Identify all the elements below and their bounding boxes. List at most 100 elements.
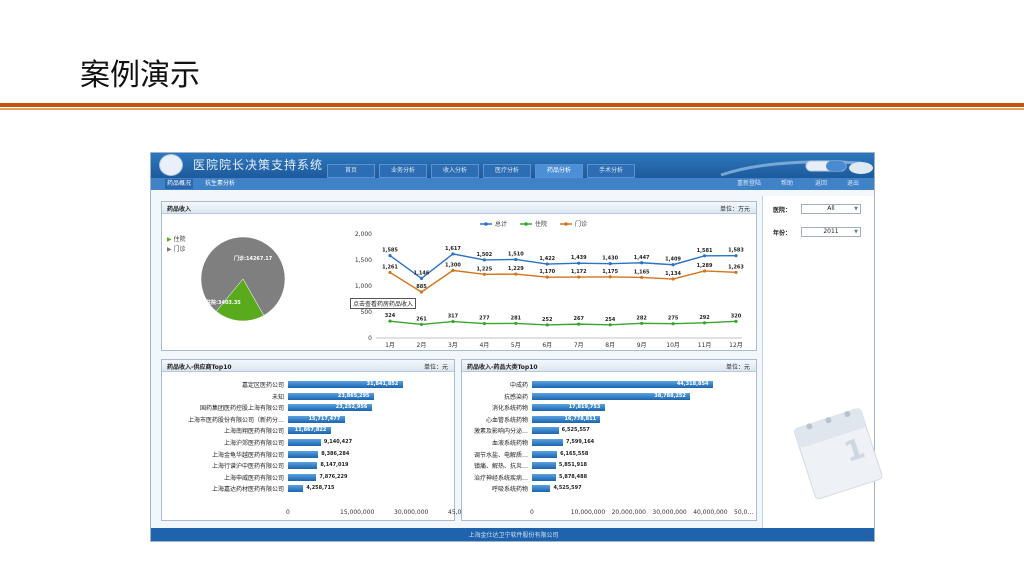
data-point[interactable] <box>734 254 738 258</box>
legend-label-2[interactable]: 门诊 <box>575 220 587 228</box>
back-link[interactable]: 返回 <box>815 180 828 187</box>
legend-marker-1 <box>524 222 528 226</box>
data-point[interactable] <box>514 272 518 276</box>
data-point[interactable] <box>734 270 738 274</box>
x-tick-label: 30,000,000 <box>394 509 429 516</box>
data-point[interactable] <box>388 319 392 323</box>
series-line-1[interactable] <box>389 320 737 326</box>
bar[interactable] <box>532 473 556 481</box>
help-link[interactable]: 帮助 <box>781 180 794 187</box>
pie-legend-inpatient[interactable]: ▶ 住院 <box>167 236 186 243</box>
bar[interactable] <box>532 450 558 458</box>
monthly-income-line-chart[interactable]: 0 500 1,000 1,500 2,000 1月 2月 3月 4月 5月 6月 7月 8月 9月 10月… <box>338 216 750 350</box>
nav-tab-4[interactable]: 药品分析 <box>535 164 583 178</box>
bar[interactable] <box>288 473 317 481</box>
data-point[interactable] <box>640 275 644 280</box>
series-line-0[interactable] <box>389 253 737 280</box>
series-line-2[interactable] <box>389 269 737 293</box>
hospital-select[interactable]: All ▼ <box>801 204 861 214</box>
pie-label-outpatient: 门诊:14267.17 <box>234 256 273 262</box>
data-point[interactable] <box>514 257 518 262</box>
bar[interactable] <box>288 427 331 435</box>
bar[interactable] <box>532 404 605 412</box>
data-point[interactable] <box>734 319 738 323</box>
bar[interactable] <box>288 392 374 400</box>
data-point[interactable] <box>577 261 581 265</box>
subtab-drug-overview[interactable]: 药品概况 <box>165 179 194 189</box>
data-label: 1,165 <box>634 269 650 275</box>
bar[interactable] <box>532 392 691 400</box>
data-point[interactable] <box>608 275 612 279</box>
x-tick-label: 7月 <box>574 342 584 349</box>
data-point[interactable] <box>388 270 392 275</box>
pie-slice-1[interactable] <box>215 278 265 322</box>
year-select[interactable]: 2011 ▼ <box>801 227 861 237</box>
bar[interactable] <box>288 415 345 423</box>
bar[interactable] <box>288 439 321 446</box>
bar-category-label: 国药集团医药控股上海有限公司 <box>199 405 284 413</box>
bar[interactable] <box>532 415 601 423</box>
income-pie-chart[interactable] <box>198 234 288 324</box>
bar-category-label: 镇痛、解热、抗炎… <box>473 463 528 471</box>
pie-legend-outpatient[interactable]: ▶ 门诊 <box>167 246 186 253</box>
data-point[interactable] <box>419 290 424 294</box>
data-point[interactable] <box>419 276 424 281</box>
legend-label-1[interactable]: 住院 <box>535 220 547 228</box>
data-point[interactable] <box>671 277 675 281</box>
bar[interactable] <box>532 439 563 446</box>
data-point[interactable] <box>514 321 518 325</box>
legend-marker-2 <box>564 222 568 226</box>
bar[interactable] <box>288 485 304 493</box>
data-point[interactable] <box>671 263 675 267</box>
data-point[interactable] <box>671 322 675 326</box>
relogin-link[interactable]: 重新登陆 <box>737 180 762 187</box>
data-point[interactable] <box>608 323 612 327</box>
data-point[interactable] <box>640 321 644 325</box>
exit-link[interactable]: 退出 <box>847 180 860 187</box>
bar[interactable] <box>532 381 713 388</box>
bar[interactable] <box>288 381 403 388</box>
data-point[interactable] <box>451 252 455 256</box>
nav-tab-0[interactable]: 首页 <box>327 164 375 178</box>
subtab-antibiotic-analysis[interactable]: 抗生素分析 <box>205 180 236 187</box>
data-point[interactable] <box>545 275 549 279</box>
data-point[interactable] <box>702 269 707 273</box>
bar-value-label: 6,165,558 <box>560 450 589 457</box>
data-point[interactable] <box>482 258 486 262</box>
data-point[interactable] <box>545 262 549 266</box>
data-point[interactable] <box>577 275 581 279</box>
bar-value-label: 31,841,852 <box>366 381 399 387</box>
data-point[interactable] <box>608 262 612 266</box>
bar[interactable] <box>532 485 551 493</box>
data-point[interactable] <box>640 261 644 265</box>
data-label: 277 <box>479 316 490 322</box>
data-label: 282 <box>636 315 647 321</box>
data-label: 1,146 <box>414 270 430 276</box>
bar[interactable] <box>288 450 319 458</box>
data-point[interactable] <box>577 322 581 326</box>
data-point[interactable] <box>419 322 424 327</box>
x-tick-label: 4月 <box>479 342 489 349</box>
nav-tab-5[interactable]: 手术分析 <box>587 164 635 178</box>
nav-tab-2[interactable]: 收入分析 <box>431 164 479 178</box>
data-point[interactable] <box>451 319 455 324</box>
data-point[interactable] <box>545 323 549 327</box>
bar[interactable] <box>532 427 559 435</box>
hospital-label: 医院： <box>773 207 792 214</box>
data-point[interactable] <box>702 321 707 325</box>
nav-tab-1[interactable]: 业务分析 <box>379 164 427 178</box>
bar[interactable] <box>532 462 556 470</box>
data-point[interactable] <box>451 268 455 272</box>
app-window: 医院院长决策支持系统 首页 业务分析 收入分析 医疗分析 药品分析 手术分析 药品概况 抗… <box>150 152 875 542</box>
legend-label-0[interactable]: 总计 <box>495 220 507 228</box>
data-point[interactable] <box>388 253 392 258</box>
data-point[interactable] <box>482 272 486 276</box>
nav-tab-3[interactable]: 医疗分析 <box>483 164 531 178</box>
data-label: 1,581 <box>697 248 713 254</box>
bar[interactable] <box>288 462 318 470</box>
data-point[interactable] <box>702 254 707 258</box>
pie-slice-0[interactable] <box>200 236 286 316</box>
x-tick-label: 30,000,000 <box>652 509 687 516</box>
bar[interactable] <box>288 404 372 412</box>
data-point[interactable] <box>482 321 486 326</box>
